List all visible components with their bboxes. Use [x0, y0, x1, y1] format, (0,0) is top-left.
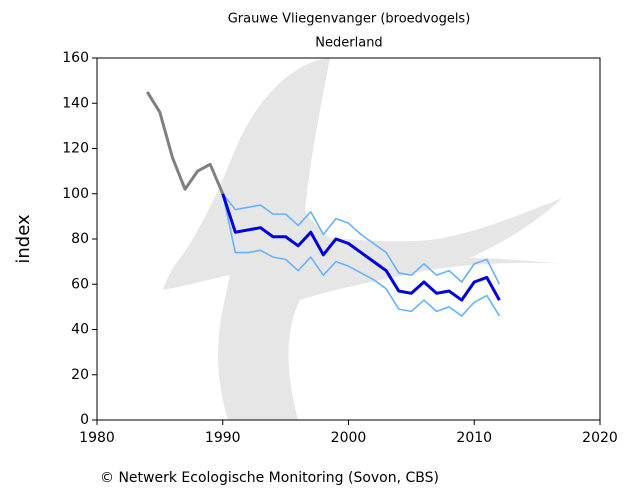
bird-silhouette	[163, 58, 570, 420]
y-axis-label: index	[13, 214, 34, 264]
y-tick-label: 60	[71, 276, 89, 292]
y-tick-label: 160	[62, 50, 89, 66]
x-tick-label: 1990	[205, 430, 241, 446]
series-line	[146, 91, 225, 195]
x-tick-label: 2000	[331, 430, 367, 446]
y-tick-label: 80	[71, 231, 89, 247]
y-tick-label: 140	[62, 95, 89, 111]
x-tick-label: 2010	[456, 430, 492, 446]
plot-frame	[96, 57, 601, 421]
chart-title: Grauwe Vliegenvanger (broedvogels)	[228, 12, 471, 27]
y-tick-label: 0	[80, 412, 89, 428]
series-line	[222, 193, 501, 285]
series-line	[221, 193, 501, 302]
series-line	[221, 193, 501, 317]
y-tick-label: 40	[71, 322, 89, 338]
x-tick-label: 1980	[79, 430, 115, 446]
chart-subtitle: Nederland	[315, 36, 382, 51]
y-tick-label: 100	[62, 186, 89, 202]
y-tick-label: 120	[62, 141, 89, 157]
x-tick-label: 2020	[582, 430, 618, 446]
footer: © Netwerk Ecologische Monitoring (Sovon,…	[100, 470, 439, 486]
y-tick-label: 20	[71, 367, 89, 383]
